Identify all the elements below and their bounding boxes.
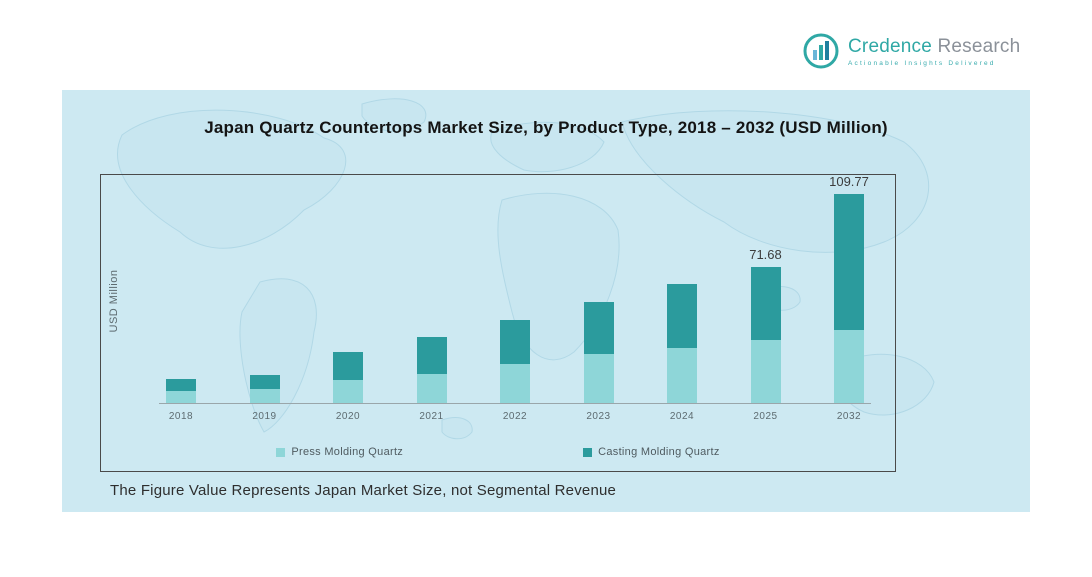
legend-label-press-molding: Press Molding Quartz [291,446,404,458]
bar-value-label: 109.77 [829,174,869,190]
chart-frame: USD Million 2018 2019 2020 2021 2022 2023 2024… [100,174,896,472]
chart-panel: Japan Quartz Countertops Market Size, by… [62,90,1030,512]
bar-segment-press-molding [750,339,781,403]
x-axis-tick-label: 2023 [586,411,611,422]
plot-area: 2018 2019 2020 2021 2022 2023 2024 71.68 2025 109… [159,174,871,422]
bar-segment-casting-molding [500,320,530,365]
bar-stack [583,301,614,403]
bar-segment-casting-molding [834,194,864,330]
x-axis-tick-label: 2021 [419,411,444,422]
legend-swatch-press-molding [276,447,286,457]
bar-segment-casting-molding [667,284,697,348]
bar-segment-press-molding [500,364,530,403]
legend-label-casting-molding: Casting Molding Quartz [598,446,720,458]
bar-group: 109.77 2032 [827,174,871,422]
bar-segment-casting-molding [583,301,614,355]
x-axis-tick-label: 2025 [753,411,778,422]
bar-segment-press-molding [583,354,614,403]
chart-legend: Press Molding Quartz Casting Molding Qua… [101,446,895,458]
bar-segment-press-molding [249,389,280,403]
bar-group: 2022 [493,183,537,422]
bar-group: 2020 [326,183,370,422]
legend-item-casting-molding: Casting Molding Quartz [583,446,720,458]
legend-item-press-molding: Press Molding Quartz [276,446,403,458]
x-axis-tick-label: 2020 [335,411,361,422]
bar-stack [166,378,196,403]
figure-footnote: The Figure Value Represents Japan Market… [110,482,617,499]
bar-group: 2019 [243,183,287,422]
bar-stack [500,320,530,403]
bar-group: 2018 [159,183,203,422]
bar-value-label: 71.68 [749,246,782,262]
bar-segment-press-molding [166,391,196,403]
bar-segment-casting-molding [249,374,280,390]
bar-stack [333,351,363,403]
bar-group: 2023 [577,183,621,422]
bar-segment-casting-molding [166,378,196,392]
brand-name-primary: Credence [848,35,932,57]
bar-segment-press-molding [667,347,697,403]
x-axis-tick-label: 2019 [252,411,277,422]
y-axis-label: USD Million [108,269,120,333]
brand-header: Credence Research Actionable Insights De… [802,32,1020,70]
bar-group: 2024 [660,183,704,422]
bar-group: 71.68 2025 [744,183,788,422]
bar-stack [249,374,280,403]
bar-segment-casting-molding [333,351,363,380]
brand-name-secondary: Research [937,35,1021,57]
bar-stack [416,336,447,403]
brand-text: Credence Research Actionable Insights De… [848,36,1020,67]
chart-title: Japan Quartz Countertops Market Size, by… [204,118,888,137]
bar-segment-casting-molding [416,336,447,374]
credence-logo-icon [803,33,839,69]
bar-stack [834,194,864,403]
x-axis-tick-label: 2022 [502,411,528,422]
bar-segment-press-molding [834,329,864,403]
bar-segment-press-molding [333,379,363,403]
brand-name: Credence Research [848,36,1020,58]
bar-stack [667,284,697,403]
x-axis-tick-label: 2032 [836,411,862,422]
x-axis-tick-label: 2024 [669,411,695,422]
bar-segment-casting-molding [750,266,781,340]
legend-swatch-casting-molding [583,447,593,457]
bar-stack [750,266,781,403]
brand-tagline: Actionable Insights Delivered [848,59,996,67]
bar-group: 2021 [410,183,454,422]
bar-segment-press-molding [416,373,447,403]
x-axis-tick-label: 2018 [168,411,194,422]
